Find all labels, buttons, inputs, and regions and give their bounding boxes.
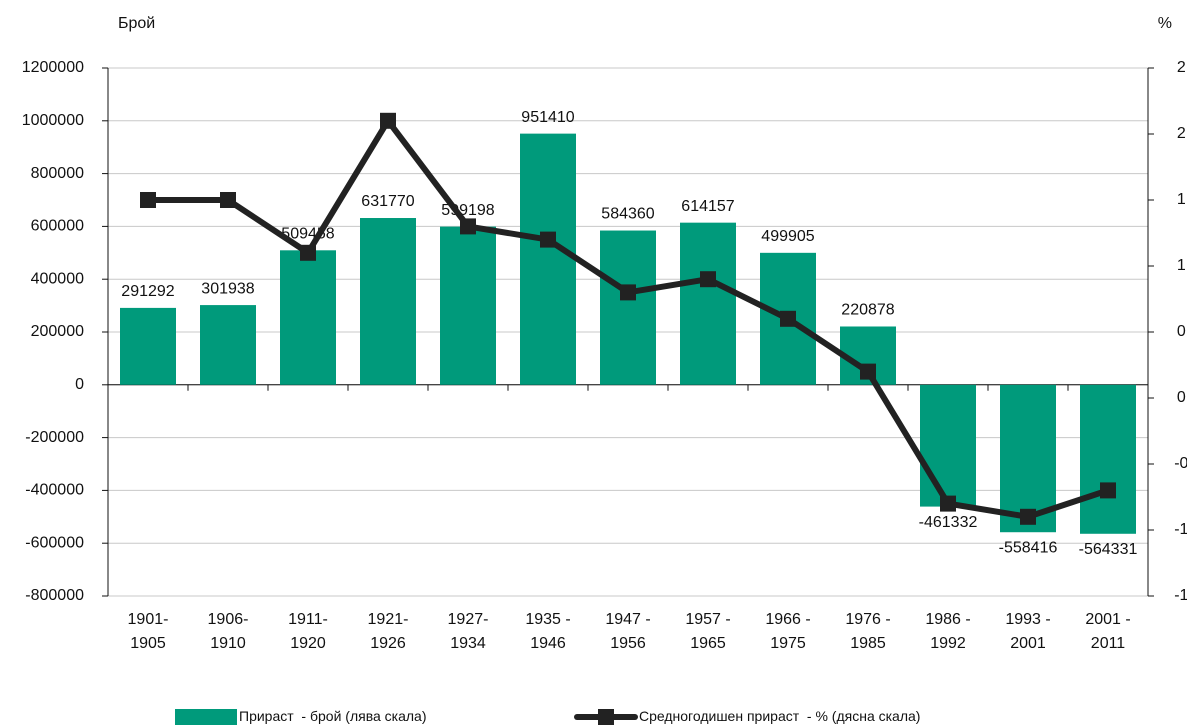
x-tick-label: 1957 - 1965 [685, 611, 731, 652]
line-marker [700, 271, 716, 288]
data-label: 951410 [521, 109, 574, 126]
data-label: 631770 [361, 193, 414, 210]
legend-swatch [175, 709, 237, 725]
legend-label: Средногодишен прираст - % (дясна скала) [639, 708, 921, 724]
x-tick-label: 1976 - 1985 [845, 611, 891, 652]
y2-tick-label: 2.5 [1177, 59, 1187, 76]
x-tick-label: 1986 - 1992 [925, 611, 971, 652]
line-marker [940, 495, 956, 512]
y-tick-label: -200000 [25, 429, 84, 446]
line-marker [1100, 482, 1116, 499]
data-label: -558416 [999, 539, 1058, 556]
bar [440, 226, 496, 385]
y-tick-label: -800000 [25, 587, 84, 604]
bar [280, 250, 336, 385]
y2-tick-label: -1.0 [1174, 521, 1187, 538]
line-marker [380, 112, 396, 129]
bar [680, 222, 736, 385]
legend-swatch-marker [598, 709, 614, 725]
line-marker [300, 244, 316, 261]
line-marker [140, 192, 156, 208]
y-tick-label: 400000 [31, 270, 84, 287]
y-tick-label: -400000 [25, 482, 84, 499]
data-label: 301938 [201, 280, 254, 297]
y-tick-label: 1200000 [22, 59, 84, 76]
x-tick-label: 2001 - 2011 [1085, 611, 1131, 652]
y2-tick-label: -1.5 [1174, 587, 1187, 604]
x-tick-label: 1993 - 2001 [1005, 611, 1051, 652]
bar [200, 305, 256, 385]
bar [600, 230, 656, 385]
y-tick-label: 800000 [31, 165, 84, 182]
bar [120, 307, 176, 385]
x-tick-label: 1921- 1926 [367, 611, 409, 652]
bar [520, 133, 576, 385]
line-marker [860, 363, 876, 380]
y-tick-label: 600000 [31, 218, 84, 235]
line-marker [620, 284, 636, 301]
line-marker [1020, 508, 1036, 525]
y2-tick-label: 2.0 [1177, 125, 1187, 142]
data-label: 291292 [121, 283, 174, 300]
line-marker [220, 192, 236, 208]
line-marker [460, 218, 476, 235]
data-label: -461332 [919, 514, 978, 531]
bar [920, 384, 976, 507]
y2-tick-label: 1.5 [1177, 191, 1187, 208]
x-tick-label: 1927- 1934 [447, 611, 489, 652]
data-label: 584360 [601, 206, 654, 223]
line-marker [540, 231, 556, 248]
x-tick-label: 1901- 1905 [127, 611, 169, 652]
bar [360, 218, 416, 385]
y2-tick-label: 0.5 [1177, 323, 1187, 340]
x-tick-label: 1906- 1910 [207, 611, 249, 652]
bar [1080, 384, 1136, 534]
y-axis-label: Брой [118, 15, 155, 32]
y-tick-label: -600000 [25, 534, 84, 551]
data-label: 614157 [681, 198, 734, 215]
x-tick-label: 1911- 1920 [288, 611, 328, 652]
y-tick-label: 0 [75, 376, 84, 393]
y2-tick-label: 0.0 [1177, 389, 1187, 406]
line-marker [780, 310, 796, 327]
x-tick-label: 1935 - 1946 [525, 611, 571, 652]
x-tick-label: 1947 - 1956 [605, 611, 651, 652]
x-tick-label: 1966 - 1975 [765, 611, 811, 652]
y2-tick-label: 1.0 [1177, 257, 1187, 274]
y-tick-label: 200000 [31, 323, 84, 340]
data-label: -564331 [1079, 541, 1138, 558]
legend-label: Прираст - брой (лява скала) [239, 708, 427, 724]
data-label: 499905 [761, 228, 814, 245]
data-label: 220878 [841, 302, 894, 319]
y2-tick-label: -0.5 [1174, 455, 1187, 472]
y-tick-label: 1000000 [22, 112, 84, 129]
y2-axis-label: % [1158, 15, 1172, 32]
